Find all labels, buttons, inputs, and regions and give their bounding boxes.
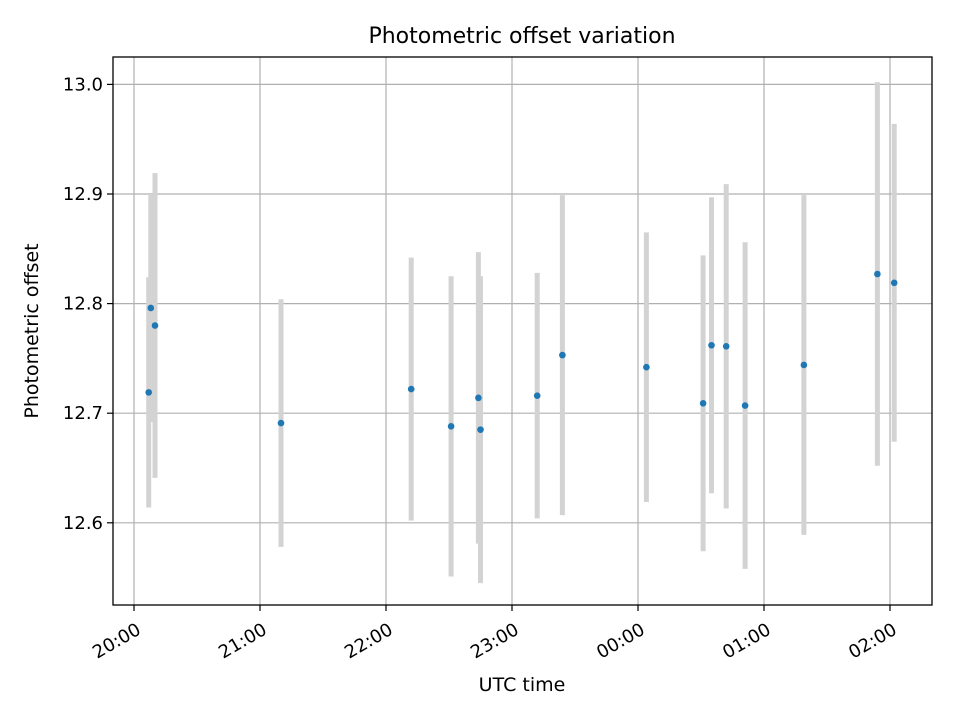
grid-lines (113, 57, 932, 605)
data-point (800, 361, 808, 369)
data-points (145, 270, 898, 433)
data-point (145, 389, 152, 396)
data-point (533, 392, 541, 399)
data-point (643, 363, 650, 371)
data-point (874, 270, 881, 278)
y-tick-label: 12.6 (63, 513, 103, 534)
data-point (147, 304, 155, 312)
data-point (722, 343, 730, 350)
y-axis-ticks: 12.6 12.7 12.8 12.9 13.0 (63, 74, 113, 534)
y-axis-label: Photometric offset (21, 243, 43, 418)
y-tick-label: 13.0 (63, 74, 103, 95)
data-point (890, 279, 898, 287)
data-point (699, 400, 707, 407)
y-tick-label: 12.9 (63, 184, 103, 205)
data-point (741, 402, 749, 409)
x-axis-label: UTC time (479, 674, 566, 696)
y-tick-label: 12.8 (63, 294, 103, 315)
data-point (477, 426, 484, 433)
data-point (708, 341, 715, 349)
data-point (277, 419, 285, 427)
data-point (447, 423, 455, 430)
data-point (559, 351, 566, 359)
data-point (475, 394, 482, 402)
y-tick-label: 12.7 (63, 403, 103, 424)
chart-title: Photometric offset variation (368, 24, 675, 49)
data-point (407, 385, 415, 393)
data-point (151, 322, 159, 329)
plot-frame (112, 56, 933, 606)
